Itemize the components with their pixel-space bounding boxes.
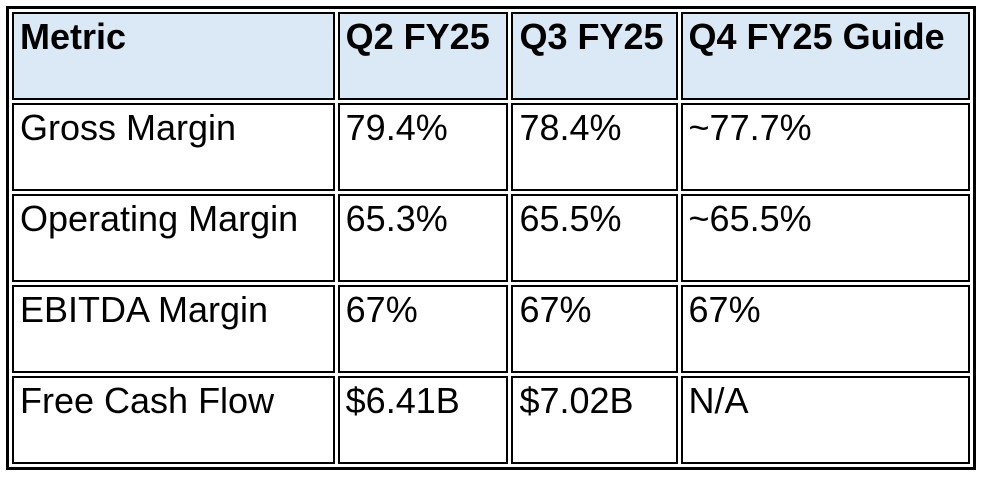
- cell-ebitda-margin-q4: 67%: [680, 285, 970, 373]
- cell-ebitda-margin-q3: 67%: [511, 285, 678, 373]
- cell-free-cash-flow-q2: $6.41B: [337, 376, 509, 464]
- cell-operating-margin-q3: 65.5%: [511, 194, 678, 282]
- row-label-free-cash-flow: Free Cash Flow: [12, 376, 335, 464]
- header-cell-q4-fy25-guide: Q4 FY25 Guide: [680, 12, 970, 100]
- header-cell-q3-fy25: Q3 FY25: [511, 12, 678, 100]
- cell-free-cash-flow-q4: N/A: [680, 376, 970, 464]
- cell-gross-margin-q2: 79.4%: [337, 103, 509, 191]
- row-label-gross-margin: Gross Margin: [12, 103, 335, 191]
- cell-gross-margin-q4: ~77.7%: [680, 103, 970, 191]
- row-label-operating-margin: Operating Margin: [12, 194, 335, 282]
- cell-free-cash-flow-q3: $7.02B: [511, 376, 678, 464]
- header-row: Metric Q2 FY25 Q3 FY25 Q4 FY25 Guide: [12, 12, 970, 100]
- row-label-ebitda-margin: EBITDA Margin: [12, 285, 335, 373]
- header-cell-metric: Metric: [12, 12, 335, 100]
- cell-operating-margin-q4: ~65.5%: [680, 194, 970, 282]
- cell-ebitda-margin-q2: 67%: [337, 285, 509, 373]
- cell-operating-margin-q2: 65.3%: [337, 194, 509, 282]
- table-row-ebitda-margin: EBITDA Margin 67% 67% 67%: [12, 285, 970, 373]
- header-cell-q2-fy25: Q2 FY25: [337, 12, 509, 100]
- table-row-free-cash-flow: Free Cash Flow $6.41B $7.02B N/A: [12, 376, 970, 464]
- table-row-operating-margin: Operating Margin 65.3% 65.5% ~65.5%: [12, 194, 970, 282]
- financial-metrics-table: Metric Q2 FY25 Q3 FY25 Q4 FY25 Guide Gro…: [6, 6, 976, 470]
- table-row-gross-margin: Gross Margin 79.4% 78.4% ~77.7%: [12, 103, 970, 191]
- cell-gross-margin-q3: 78.4%: [511, 103, 678, 191]
